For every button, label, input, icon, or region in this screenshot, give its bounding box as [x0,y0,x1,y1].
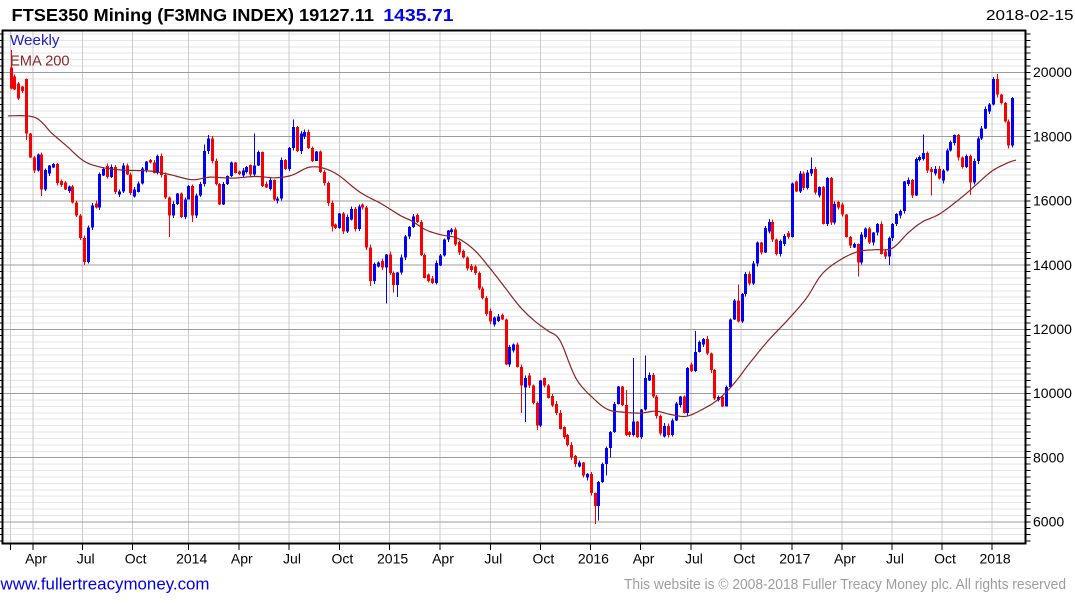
svg-text:2018-02-15: 2018-02-15 [986,7,1074,24]
svg-text:EMA 200: EMA 200 [10,54,70,70]
svg-text:Apr: Apr [432,551,454,567]
svg-text:Oct: Oct [733,551,755,567]
svg-text:Oct: Oct [533,551,555,567]
svg-text:Apr: Apr [633,551,655,567]
svg-text:Jul: Jul [886,551,904,567]
svg-text:Jul: Jul [685,551,703,567]
svg-text:Jul: Jul [484,551,502,567]
svg-text:16000: 16000 [1033,193,1072,209]
svg-text:This website is © 2008-2018 Fu: This website is © 2008-2018 Fuller Treac… [624,577,1066,593]
svg-text:2017: 2017 [779,551,810,567]
svg-text:www.fullertreacymoney.com: www.fullertreacymoney.com [0,574,210,593]
svg-text:Apr: Apr [834,551,856,567]
svg-text:Weekly: Weekly [10,32,60,49]
svg-text:14000: 14000 [1033,257,1072,273]
svg-text:2015: 2015 [377,551,408,567]
svg-text:6000: 6000 [1033,514,1064,530]
svg-text:20000: 20000 [1033,64,1072,80]
svg-text:Oct: Oct [934,551,956,567]
svg-text:Oct: Oct [125,551,147,567]
svg-text:2016: 2016 [578,551,609,567]
svg-text:Apr: Apr [231,551,253,567]
svg-text:2018: 2018 [980,551,1011,567]
svg-text:Jul: Jul [77,551,95,567]
svg-text:Oct: Oct [332,551,354,567]
svg-text:Jul: Jul [283,551,301,567]
svg-text:2014: 2014 [176,551,207,567]
svg-text:1435.71: 1435.71 [383,5,454,25]
svg-text:FTSE350 Mining (F3MNG INDEX) 1: FTSE350 Mining (F3MNG INDEX) 19127.11 [12,5,375,25]
svg-text:10000: 10000 [1033,385,1072,401]
svg-text:12000: 12000 [1033,321,1072,337]
svg-text:Apr: Apr [25,551,47,567]
svg-text:8000: 8000 [1033,449,1064,465]
svg-text:18000: 18000 [1033,128,1072,144]
